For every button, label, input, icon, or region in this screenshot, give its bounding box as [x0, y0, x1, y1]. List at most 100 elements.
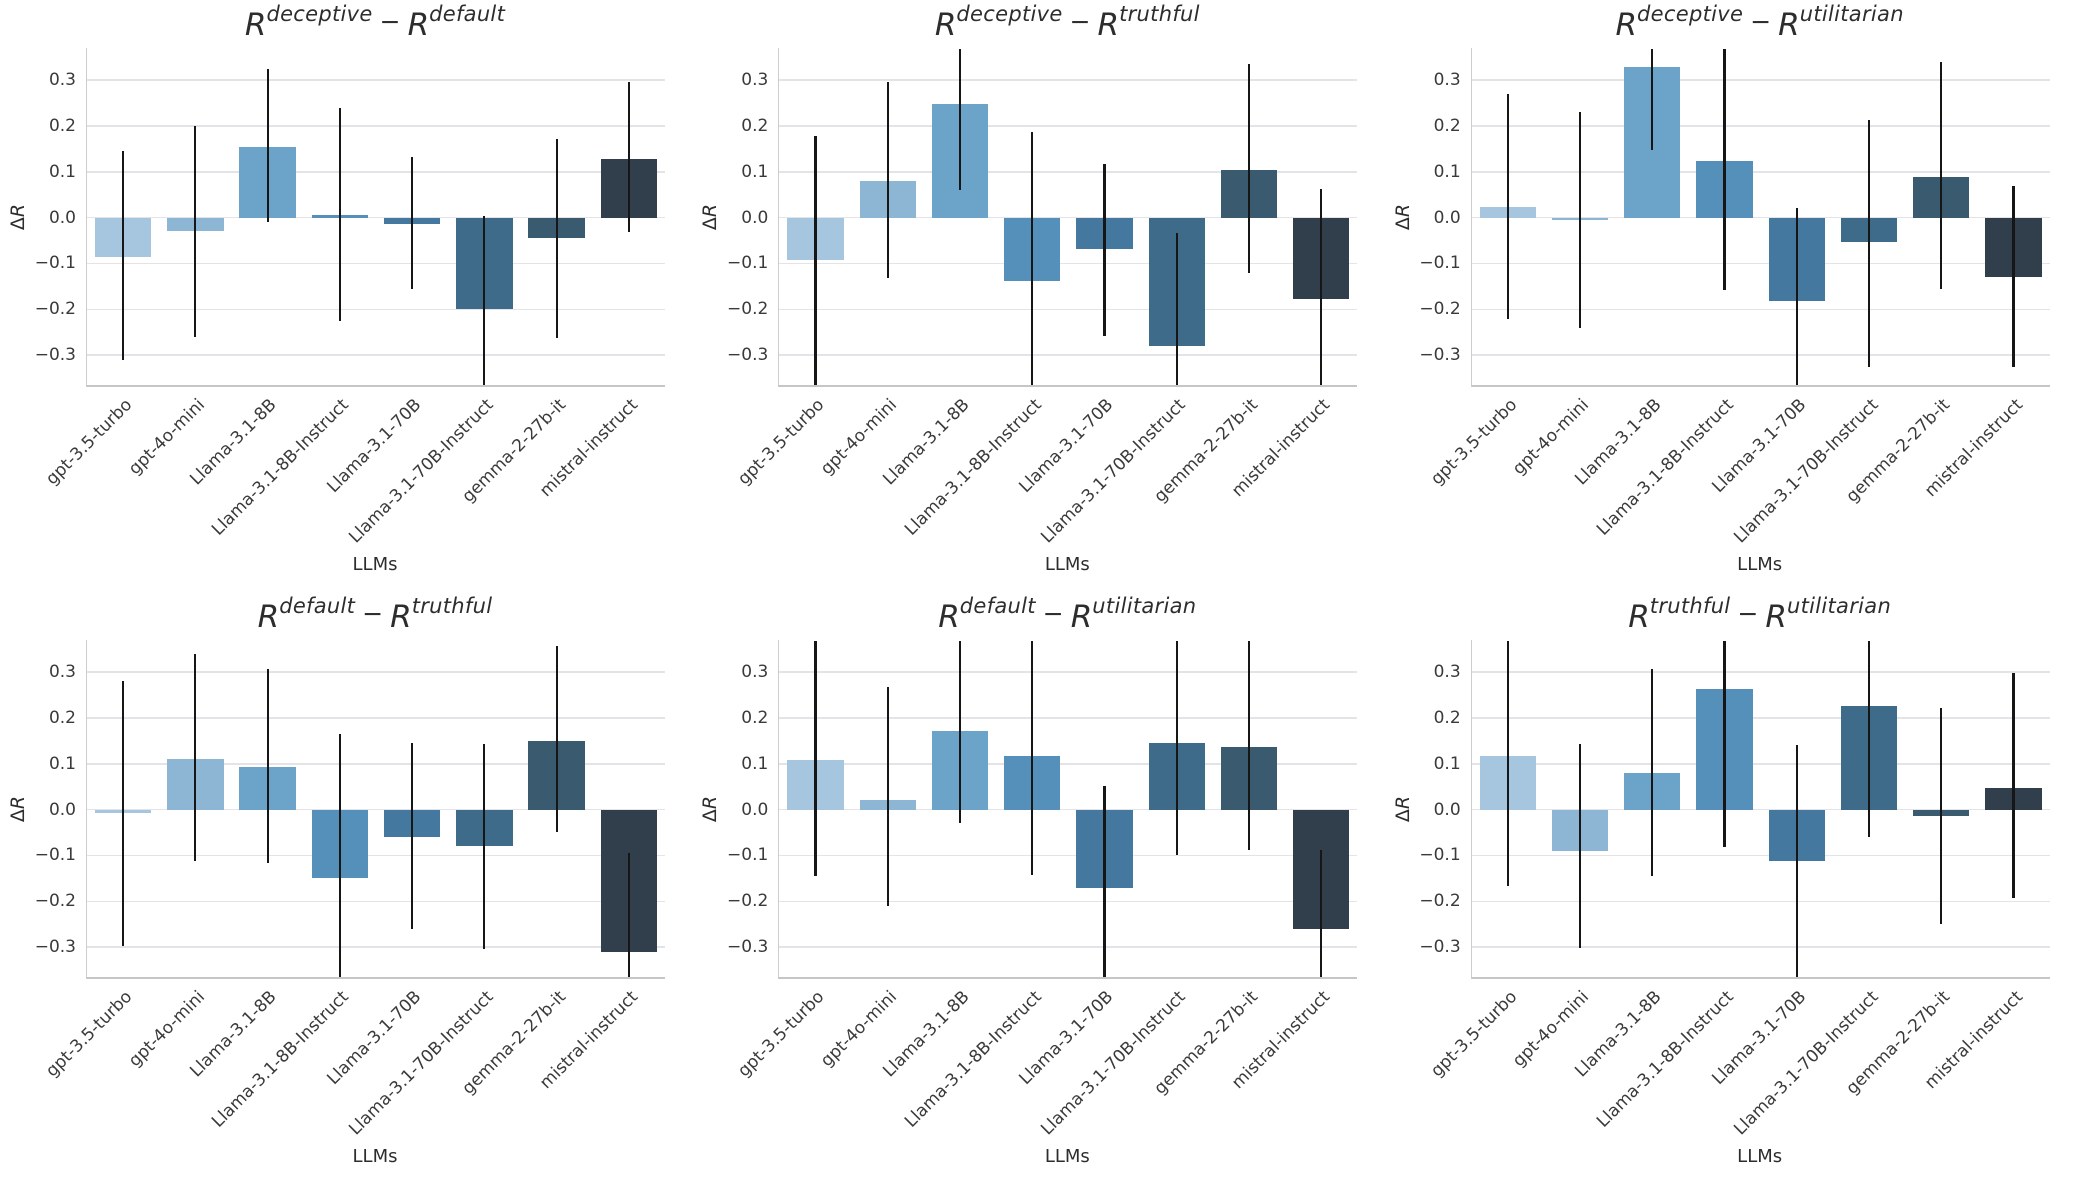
- title-minus: −: [1750, 7, 1772, 36]
- x-tick-label: Llama-3.1-8B-Instruct: [1593, 395, 1738, 540]
- y-tick-label: −0.1: [34, 845, 76, 866]
- chart-panel: Rdeceptive − Rtruthful ΔR 0.3 0.2 0.1 0.0 −0.1…: [692, 0, 1384, 592]
- chart-title: Rdeceptive − Rdefault: [86, 2, 664, 43]
- x-tick-labels: gpt-3.5-turbo gpt-4o-mini Llama-3.1-8B Llam…: [734, 977, 1356, 1162]
- title-sup1: deceptive: [956, 2, 1063, 26]
- gridline: [87, 717, 665, 719]
- x-tick-label: Llama-3.1-8B-Instruct: [900, 395, 1046, 540]
- y-tick-labels: 0.3 0.2 0.1 0.0 −0.1 −0.2 −0.3: [0, 640, 76, 977]
- y-tick-label: −0.2: [727, 299, 769, 320]
- title-sup2: truthful: [411, 594, 493, 618]
- error-bar-Llama-3.1-70B-Instruct: [1867, 640, 1871, 838]
- y-tick-label: −0.3: [34, 345, 76, 366]
- gridline: [87, 125, 665, 127]
- y-tick-label: −0.2: [1419, 891, 1461, 912]
- gridline: [87, 79, 665, 81]
- x-axis-label: LLMs: [352, 1146, 398, 1167]
- error-bar-gpt-4o-mini: [886, 81, 889, 278]
- x-axis-label: LLMs: [352, 554, 398, 575]
- title-r2: R: [407, 7, 430, 43]
- title-r1: R: [257, 599, 280, 635]
- error-bar-mistral-instruct: [627, 81, 630, 233]
- chart-panel: Rtruthful − Rutilitarian ΔR 0.3 0.2 0.1 0.0 −0…: [1385, 592, 2077, 1184]
- title-minus: −: [1069, 7, 1091, 36]
- error-bar-gpt-3.5-turbo: [814, 136, 817, 385]
- error-bar-Llama-3.1-70B-Instruct: [1175, 640, 1178, 856]
- gridline: [87, 900, 665, 903]
- y-tick-label: −0.3: [727, 345, 769, 366]
- title-sup1: default: [279, 594, 356, 618]
- y-tick-label: −0.1: [727, 845, 769, 866]
- gridline: [779, 79, 1358, 81]
- y-tick-label: 0.2: [48, 707, 76, 728]
- error-bar-Llama-3.1-70B: [1103, 786, 1106, 977]
- plot-area: [778, 48, 1358, 387]
- y-tick-label: 0.2: [48, 115, 76, 136]
- title-sup1: truthful: [1649, 594, 1731, 618]
- error-bar-Llama-3.1-70B: [1795, 745, 1798, 977]
- title-sup1: deceptive: [266, 2, 373, 26]
- gridline: [779, 717, 1358, 719]
- y-tick-label: −0.2: [727, 891, 769, 912]
- gridline: [87, 854, 665, 857]
- y-tick-label: −0.2: [1419, 299, 1461, 320]
- x-tick-label: Llama-3.1-70B-Instruct: [345, 395, 498, 548]
- plot-area: [1470, 640, 2050, 979]
- chart-panel: Rdefault − Rutilitarian ΔR 0.3 0.2 0.1 0.0 −0.…: [692, 592, 1384, 1184]
- error-bar-gpt-4o-mini: [194, 125, 197, 337]
- x-tick-label: Llama-3.1-8B-Instruct: [208, 395, 354, 540]
- y-tick-label: 0.2: [741, 115, 769, 136]
- error-bar-Llama-3.1-70B-Instruct: [483, 744, 486, 949]
- error-bar-Llama-3.1-8B-Instruct: [1723, 640, 1726, 847]
- title-sup2: default: [429, 2, 506, 26]
- gridline: [779, 216, 1358, 219]
- error-bar-gpt-4o-mini: [886, 686, 889, 906]
- gridline: [1471, 717, 2050, 719]
- y-tick-label: −0.3: [34, 937, 76, 958]
- x-tick-label: gpt-3.5-turbo: [734, 987, 829, 1082]
- title-r1: R: [1615, 7, 1638, 43]
- y-tick-label: −0.3: [727, 937, 769, 958]
- y-tick-label: −0.1: [34, 253, 76, 274]
- error-bar-gpt-3.5-turbo: [1506, 93, 1509, 319]
- y-tick-label: 0.2: [741, 707, 769, 728]
- error-bar-gpt-4o-mini: [194, 653, 197, 861]
- error-bar-gpt-3.5-turbo: [122, 151, 125, 360]
- chart-title: Rdefault − Rutilitarian: [778, 594, 1356, 635]
- gridline: [779, 354, 1358, 356]
- chart-title: Rtruthful − Rutilitarian: [1471, 594, 2049, 635]
- title-sup2: utilitarian: [1786, 594, 1892, 618]
- y-tick-label: 0.1: [741, 161, 769, 182]
- y-tick-label: −0.2: [34, 299, 76, 320]
- gridline: [1471, 808, 2050, 811]
- gridline: [1471, 900, 2050, 903]
- title-minus: −: [362, 599, 384, 628]
- error-bar-mistral-instruct: [1320, 850, 1323, 977]
- gridline: [87, 671, 665, 673]
- error-bar-Llama-3.1-70B: [1795, 208, 1798, 385]
- error-bar-gpt-3.5-turbo: [1506, 640, 1509, 886]
- y-tick-label: 0.2: [1433, 115, 1461, 136]
- x-axis-label: LLMs: [1044, 554, 1090, 575]
- title-minus: −: [1737, 599, 1759, 628]
- error-bar-Llama-3.1-8B-Instruct: [1723, 48, 1726, 291]
- y-tick-label: 0.3: [741, 662, 769, 683]
- title-r2: R: [1778, 7, 1800, 43]
- y-tick-label: 0.2: [1433, 707, 1461, 728]
- error-bar-Llama-3.1-8B: [958, 640, 962, 824]
- title-sup2: utilitarian: [1092, 594, 1197, 618]
- x-tick-label: gpt-3.5-turbo: [42, 987, 137, 1082]
- error-bar-gpt-4o-mini: [1578, 112, 1582, 329]
- title-sup1: default: [959, 594, 1036, 618]
- x-tick-label: gpt-3.5-turbo: [734, 395, 829, 490]
- x-tick-label: gpt-3.5-turbo: [1426, 987, 1521, 1082]
- y-tick-labels: 0.3 0.2 0.1 0.0 −0.1 −0.2 −0.3: [1385, 640, 1461, 977]
- x-tick-label: Llama-3.1-8B-Instruct: [208, 987, 354, 1132]
- y-tick-label: 0.1: [1433, 753, 1461, 774]
- x-tick-labels: gpt-3.5-turbo gpt-4o-mini Llama-3.1-8B Llam…: [1427, 385, 2049, 570]
- y-tick-label: −0.2: [34, 891, 76, 912]
- x-axis-label: LLMs: [1737, 1146, 1783, 1167]
- error-bar-gemma-2-27b-it: [555, 138, 558, 338]
- x-tick-labels: gpt-3.5-turbo gpt-4o-mini Llama-3.1-8B Llam…: [1427, 977, 2049, 1162]
- error-bar-Llama-3.1-8B-Instruct: [1031, 131, 1034, 385]
